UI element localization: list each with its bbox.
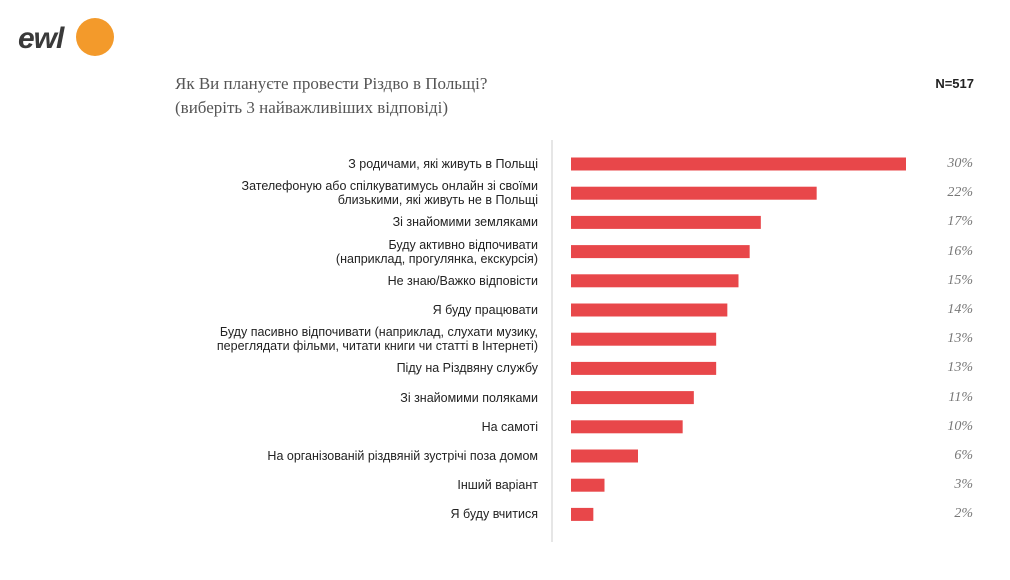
bar: [571, 274, 739, 288]
value-label: 17%: [947, 214, 973, 230]
value-label: 30%: [947, 156, 973, 171]
value-label: 22%: [947, 185, 973, 201]
bar: [571, 420, 683, 434]
category-label: Буду активно відпочивати (наприклад, про…: [335, 237, 538, 266]
category-label: З родичами, які живуть в Польщі: [348, 157, 538, 171]
category-label: Зі знайомими поляками: [400, 390, 538, 405]
logo: ewl: [18, 22, 64, 55]
title-block: Як Ви плануєте провести Різдво в Польщі?…: [175, 72, 487, 120]
value-label: 13%: [947, 360, 973, 376]
category-label: Не знаю/Важко відповісти: [387, 273, 538, 288]
value-label: 2%: [954, 506, 973, 522]
category-label: На організованій різдвяній зустрічі поза…: [267, 449, 538, 463]
category-label: Зателефоную або спілкуватимусь онлайн зі…: [241, 179, 538, 208]
value-label: 14%: [947, 302, 973, 317]
category-label: Буду пасивно відпочивати (наприклад, слу…: [216, 325, 538, 354]
value-label: 3%: [954, 477, 973, 493]
bar: [571, 478, 605, 492]
chart-title: Як Ви плануєте провести Різдво в Польщі?: [175, 74, 488, 93]
category-label: Піду на Різдвяну службу: [396, 361, 538, 376]
bar: [571, 303, 728, 317]
bar: [571, 361, 717, 375]
value-label: 15%: [947, 272, 973, 288]
value-label: 10%: [947, 418, 973, 434]
bar: [571, 215, 761, 229]
bar: [571, 507, 594, 521]
category-label: Я буду працювати: [432, 303, 538, 317]
bar: [571, 391, 694, 405]
logo-mark: [76, 18, 114, 56]
bar: [571, 245, 750, 259]
sample-size: N=517: [935, 76, 974, 91]
bar: [571, 332, 717, 346]
value-label: 16%: [947, 243, 973, 259]
bar: [571, 186, 817, 200]
value-label: 11%: [948, 389, 973, 405]
category-label: На самоті: [481, 419, 538, 434]
category-label: Я буду вчитися: [450, 507, 538, 522]
category-label: Зі знайомими земляками: [392, 215, 538, 230]
chart-subtitle: (виберіть 3 найважливіших відповіді): [175, 98, 449, 117]
bar: [571, 157, 906, 171]
value-label: 13%: [947, 331, 973, 347]
value-label: 6%: [954, 448, 973, 463]
bar: [571, 449, 638, 463]
category-label: Інший варіант: [457, 478, 538, 493]
